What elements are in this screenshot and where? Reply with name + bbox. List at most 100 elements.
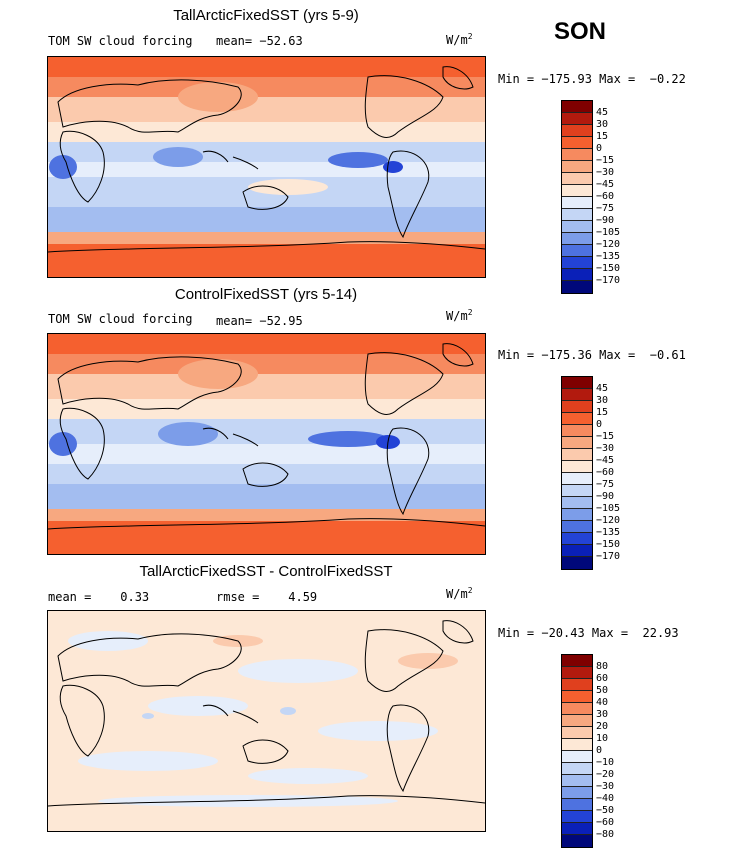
panel1-colorbar — [561, 100, 593, 294]
colorbar-swatch — [562, 185, 592, 197]
colorbar-label: 30 — [596, 709, 609, 720]
colorbar-swatch — [562, 173, 592, 185]
panel3-map-canvas — [48, 611, 485, 831]
colorbar-swatch — [562, 461, 592, 473]
colorbar-label: −75 — [596, 479, 615, 490]
colorbar-swatch — [562, 691, 592, 703]
colorbar-swatch — [562, 787, 592, 799]
colorbar-label: −135 — [596, 527, 621, 538]
colorbar-swatch — [562, 149, 592, 161]
colorbar-label: −90 — [596, 491, 615, 502]
colorbar-label: −170 — [596, 551, 621, 562]
colorbar-label: 15 — [596, 407, 609, 418]
panel3-mean: mean = 0.33 — [48, 590, 150, 604]
colorbar-swatch — [562, 703, 592, 715]
colorbar-swatch — [562, 715, 592, 727]
panel2-unit: W/m2 — [446, 308, 473, 323]
panel1-unit: W/m2 — [446, 32, 473, 47]
colorbar-swatch — [562, 509, 592, 521]
panel3-unit: W/m2 — [446, 586, 473, 601]
colorbar-swatch — [562, 269, 592, 281]
panel3-title: TallArcticFixedSST - ControlFixedSST — [139, 563, 393, 580]
colorbar-swatch — [562, 533, 592, 545]
colorbar-swatch — [562, 655, 592, 667]
colorbar-swatch — [562, 377, 592, 389]
colorbar-label: −40 — [596, 793, 615, 804]
colorbar-swatch — [562, 449, 592, 461]
panel3-rmse: rmse = 4.59 — [216, 590, 318, 604]
colorbar-swatch — [562, 197, 592, 209]
colorbar-label: 15 — [596, 131, 609, 142]
panel2-colorbar — [561, 376, 593, 570]
colorbar-swatch — [562, 161, 592, 173]
panel1-variable: TOM SW cloud forcing — [48, 34, 193, 48]
colorbar-swatch — [562, 751, 592, 763]
season-label: SON — [554, 18, 607, 45]
colorbar-label: −105 — [596, 503, 621, 514]
colorbar-label: 30 — [596, 395, 609, 406]
colorbar-swatch — [562, 125, 592, 137]
colorbar-swatch — [562, 281, 592, 293]
colorbar-label: −80 — [596, 829, 615, 840]
colorbar-swatch — [562, 425, 592, 437]
colorbar-swatch — [562, 727, 592, 739]
colorbar-swatch — [562, 209, 592, 221]
panel2-title: ControlFixedSST (yrs 5-14) — [174, 286, 358, 303]
colorbar-swatch — [562, 823, 592, 835]
colorbar-swatch — [562, 437, 592, 449]
colorbar-label: 45 — [596, 383, 609, 394]
colorbar-label: −60 — [596, 467, 615, 478]
panel1-map-canvas — [48, 57, 485, 277]
colorbar-label: −60 — [596, 191, 615, 202]
panel2-map-canvas — [48, 334, 485, 554]
colorbar-label: 0 — [596, 143, 603, 154]
colorbar-swatch — [562, 245, 592, 257]
panel1-mean: mean= −52.63 — [216, 34, 303, 48]
colorbar-swatch — [562, 763, 592, 775]
colorbar-swatch — [562, 389, 592, 401]
colorbar-label: −150 — [596, 539, 621, 550]
panel3-colorbar — [561, 654, 593, 848]
colorbar-swatch — [562, 113, 592, 125]
colorbar-swatch — [562, 413, 592, 425]
colorbar-label: −30 — [596, 167, 615, 178]
panel2-mean: mean= −52.95 — [216, 314, 303, 328]
colorbar-label: −90 — [596, 215, 615, 226]
colorbar-label: −10 — [596, 757, 615, 768]
panel2-variable: TOM SW cloud forcing — [48, 312, 193, 326]
colorbar-label: 80 — [596, 661, 609, 672]
colorbar-label: 30 — [596, 119, 609, 130]
colorbar-label: 45 — [596, 107, 609, 118]
colorbar-swatch — [562, 667, 592, 679]
colorbar-swatch — [562, 557, 592, 569]
panel1-map — [47, 56, 486, 278]
panel2-minmax: Min = −175.36 Max = −0.61 — [498, 348, 686, 362]
colorbar-swatch — [562, 545, 592, 557]
colorbar-swatch — [562, 257, 592, 269]
panel2-map — [47, 333, 486, 555]
colorbar-swatch — [562, 401, 592, 413]
colorbar-label: 0 — [596, 745, 603, 756]
panel1-title: TallArcticFixedSST (yrs 5-9) — [173, 7, 359, 24]
colorbar-label: 60 — [596, 673, 609, 684]
colorbar-label: −45 — [596, 179, 615, 190]
colorbar-label: 40 — [596, 697, 609, 708]
colorbar-label: 50 — [596, 685, 609, 696]
colorbar-label: 0 — [596, 419, 603, 430]
colorbar-swatch — [562, 811, 592, 823]
colorbar-label: −120 — [596, 239, 621, 250]
colorbar-swatch — [562, 799, 592, 811]
colorbar-swatch — [562, 485, 592, 497]
colorbar-swatch — [562, 835, 592, 847]
colorbar-swatch — [562, 233, 592, 245]
colorbar-swatch — [562, 497, 592, 509]
colorbar-label: −20 — [596, 769, 615, 780]
colorbar-label: −30 — [596, 781, 615, 792]
colorbar-swatch — [562, 221, 592, 233]
colorbar-swatch — [562, 521, 592, 533]
colorbar-label: −30 — [596, 443, 615, 454]
colorbar-label: −45 — [596, 455, 615, 466]
colorbar-label: −15 — [596, 155, 615, 166]
colorbar-label: −150 — [596, 263, 621, 274]
colorbar-swatch — [562, 679, 592, 691]
